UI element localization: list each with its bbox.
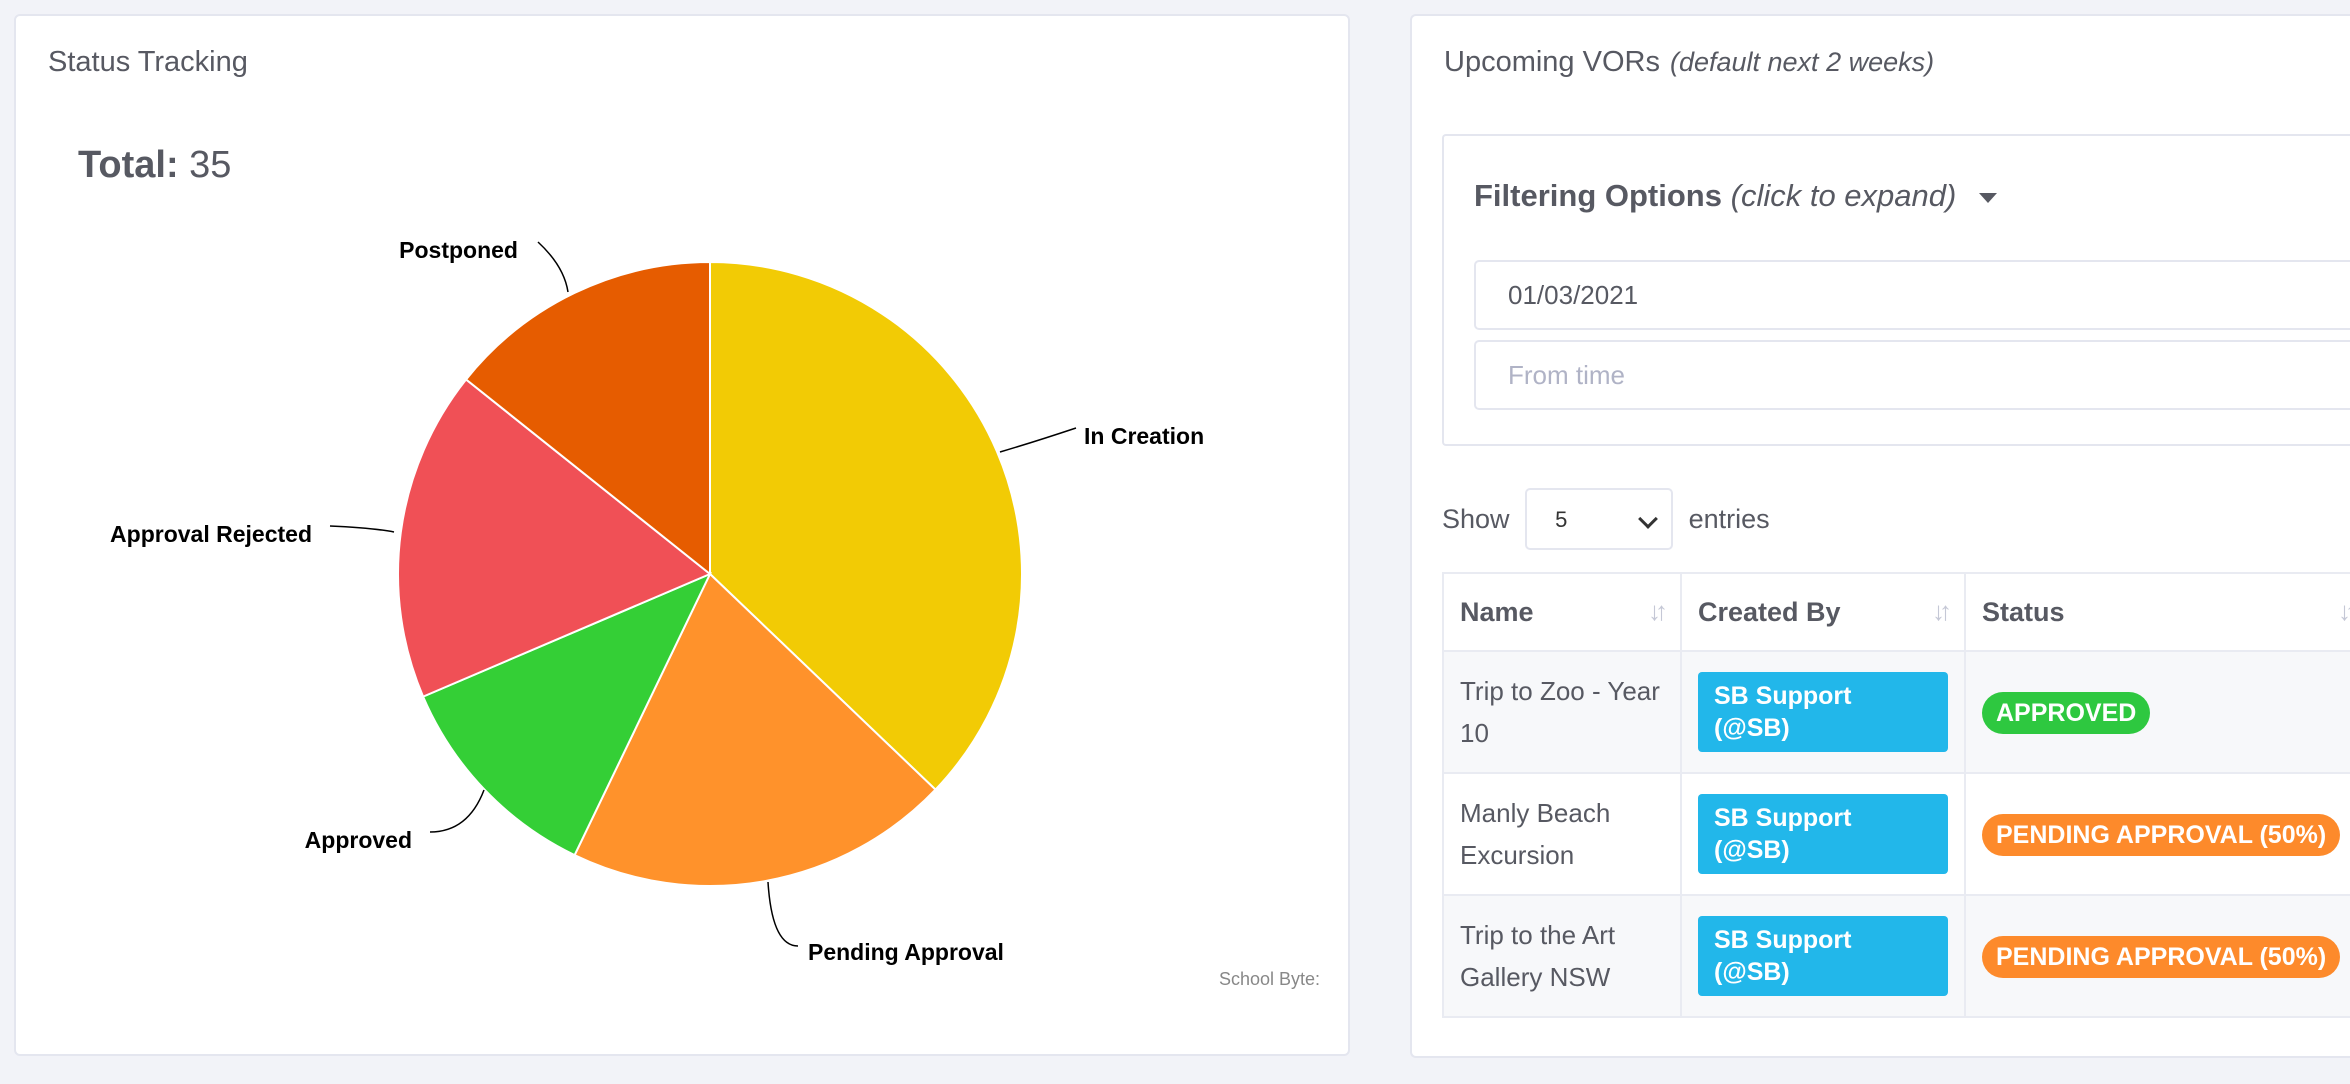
entries-select-value: 5 (1555, 507, 1568, 533)
filtering-options-box: Filtering Options (click to expand) 01/0… (1442, 134, 2350, 446)
upcoming-vors-title: Upcoming VORs (default next 2 weeks) (1444, 46, 1934, 79)
pie-slice-approval-rejected[interactable] (397, 378, 712, 698)
pie-label: Pending Approval (808, 939, 1004, 965)
cell-name[interactable]: Trip to Zoo - Year 10 (1442, 650, 1682, 774)
status-tracking-title: Status Tracking (48, 46, 248, 78)
pie-label-connector (767, 881, 799, 947)
entries-label: entries (1688, 503, 1770, 534)
column-header-name[interactable]: Name ↓↑ (1442, 572, 1682, 652)
status-pie-chart: In Creation Pending Approval Approved Appro… (110, 237, 1204, 965)
created-by-button[interactable]: SB Support (@SB) (1698, 794, 1948, 874)
upcoming-vors-title-text: Upcoming VORs (1444, 46, 1660, 78)
cell-name[interactable]: Trip to the Art Gallery NSW (1442, 894, 1682, 1018)
status-badge: PENDING APPROVAL (50%) (1982, 935, 2341, 978)
entries-select[interactable]: 5 (1525, 488, 1674, 550)
total-label: Total: (78, 144, 179, 186)
column-header-label: Name (1460, 596, 1534, 627)
table-row[interactable]: Manly Beach Excursion SB Support (@SB) P… (1442, 772, 2350, 896)
date-input[interactable]: 01/03/2021 (1474, 260, 2350, 330)
column-header-status[interactable]: Status ↓↑ (1964, 572, 2350, 652)
sort-icon: ↓↑ (2338, 596, 2350, 626)
column-header-label: Status (1982, 596, 2065, 627)
cell-created-by: SB Support (@SB) (1680, 772, 1966, 896)
status-badge: PENDING APPROVAL (50%) (1982, 813, 2341, 856)
cell-status: APPROVED (1964, 650, 2350, 774)
column-header-label: Created By (1698, 596, 1841, 627)
cell-created-by: SB Support (@SB) (1680, 894, 1966, 1018)
from-time-input[interactable]: From time (1474, 340, 2350, 410)
created-by-button[interactable]: SB Support (@SB) (1698, 916, 1948, 996)
sort-icon: ↓↑ (1648, 596, 1668, 626)
sort-icon: ↓↑ (1932, 596, 1952, 626)
pie-label: In Creation (1084, 423, 1204, 449)
filtering-options-title: Filtering Options (1474, 178, 1722, 213)
table-header-row: Name ↓↑ Created By ↓↑ Status ↓↑ (1442, 572, 2350, 652)
chart-credits[interactable]: School Byte: (1218, 969, 1320, 989)
pie-slice-pending-approval[interactable] (573, 572, 937, 887)
upcoming-vors-title-note: (default next 2 weeks) (1669, 47, 1935, 77)
cell-created-by: SB Support (@SB) (1680, 650, 1966, 774)
show-label: Show (1442, 503, 1510, 534)
column-header-created-by[interactable]: Created By ↓↑ (1680, 572, 1966, 652)
pie-label-connector (329, 525, 395, 533)
caret-down-icon (1978, 192, 1997, 203)
pie-label-connector (999, 427, 1077, 453)
table-row[interactable]: Trip to the Art Gallery NSW SB Support (… (1442, 894, 2350, 1018)
total-value: 35 (189, 144, 232, 186)
created-by-button[interactable]: SB Support (@SB) (1698, 672, 1948, 752)
vor-table: Name ↓↑ Created By ↓↑ Status ↓↑ Trip to … (1442, 572, 2350, 1018)
pie-slice-in-creation[interactable] (709, 260, 1023, 792)
entries-length-control: Show 5 entries (1442, 488, 1770, 552)
table-row[interactable]: Trip to Zoo - Year 10 SB Support (@SB) A… (1442, 650, 2350, 774)
pie-slice-approved[interactable] (421, 572, 713, 857)
pie-label: Approved (305, 827, 412, 853)
cell-name[interactable]: Manly Beach Excursion (1442, 772, 1682, 896)
chevron-down-icon (1638, 509, 1658, 529)
status-badge: APPROVED (1982, 691, 2151, 734)
pie-label-connector (429, 789, 485, 833)
pie-slice-postponed[interactable] (464, 260, 711, 577)
filtering-options-toggle[interactable]: Filtering Options (click to expand) (1474, 178, 1997, 214)
upcoming-vors-panel: Upcoming VORs (default next 2 weeks) Filt… (1410, 14, 2350, 1058)
total-count: Total: 35 (78, 144, 231, 187)
status-tracking-panel: Status Tracking Total: 35 In Creation Pen… (14, 14, 1350, 1056)
pie-label-connector (537, 241, 569, 293)
cell-status: PENDING APPROVAL (50%) (1964, 772, 2350, 896)
cell-status: PENDING APPROVAL (50%) (1964, 894, 2350, 1018)
pie-label: Approval Rejected (110, 521, 312, 547)
filtering-options-hint: (click to expand) (1730, 178, 1957, 213)
pie-label: Postponed (399, 237, 518, 263)
